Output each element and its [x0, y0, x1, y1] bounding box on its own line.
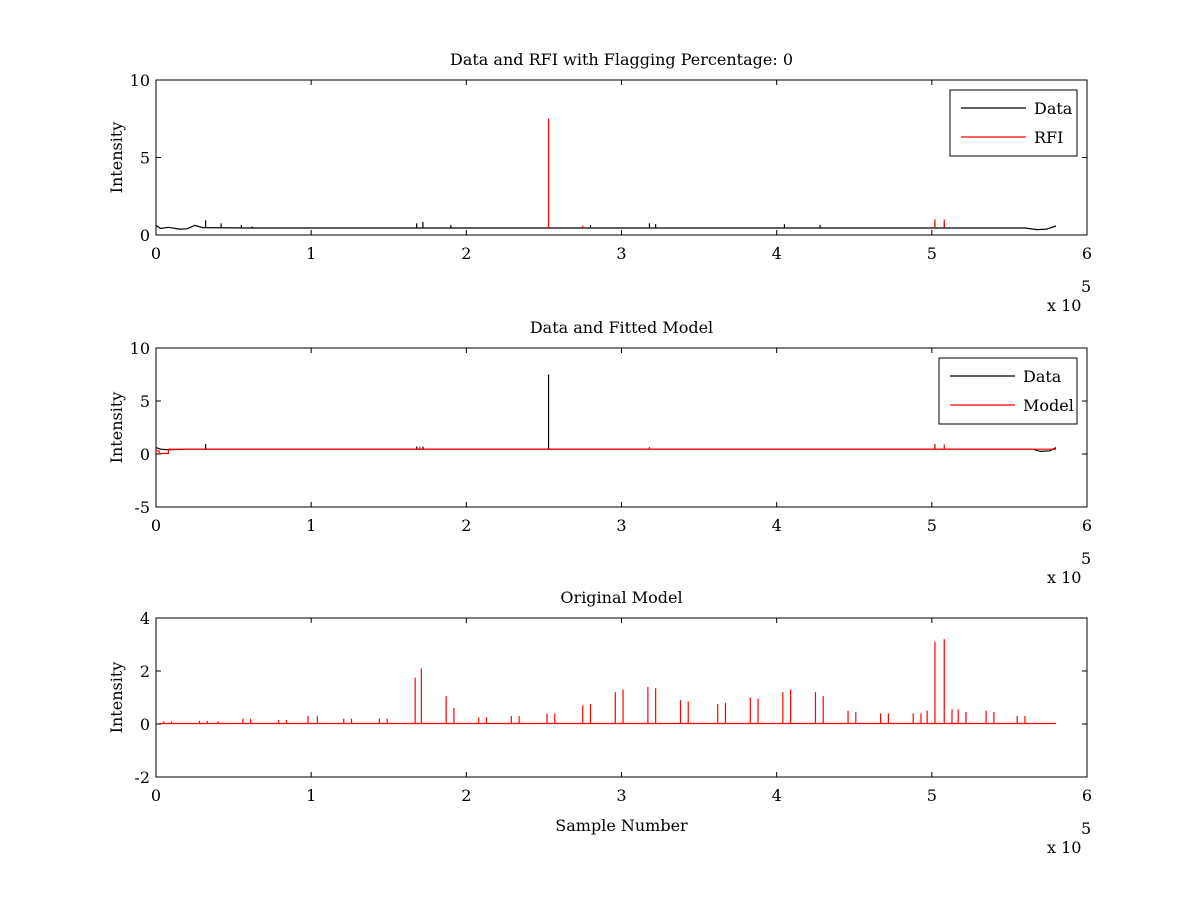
y-tick-label: 5	[140, 392, 150, 411]
x-tick-label: 0	[151, 244, 161, 263]
x-exponent-power: 5	[1081, 549, 1091, 568]
x-exponent-label: x 10	[1047, 296, 1081, 315]
series-1	[155, 220, 1057, 231]
x-exponent-label: x 10	[1047, 838, 1081, 857]
x-tick-label: 3	[616, 516, 626, 535]
series-1	[155, 374, 1057, 453]
legend: Data RFI	[949, 89, 1078, 157]
series-1	[159, 639, 1056, 725]
axes-box	[155, 79, 1088, 236]
y-axis-label: Intensity	[107, 662, 126, 734]
legend-label: Data	[1034, 99, 1073, 118]
legend-box	[949, 89, 1078, 157]
series-2	[156, 443, 1056, 455]
chart-title: Original Model	[560, 588, 682, 607]
series-line	[156, 448, 1056, 455]
y-axis-label: Intensity	[107, 122, 126, 194]
x-tick-label: 4	[772, 516, 782, 535]
axes-box	[155, 617, 1088, 778]
x-exponent-power: 5	[1081, 819, 1091, 838]
x-exponent-power: 5	[1081, 277, 1091, 296]
y-axis-label: Intensity	[107, 392, 126, 464]
x-tick-label: 5	[927, 786, 937, 805]
chart-title: Data and RFI with Flagging Percentage: 0	[450, 50, 793, 69]
legend: Data Model	[938, 357, 1078, 425]
y-tick-label: 0	[140, 445, 150, 464]
y-tick-label: 0	[140, 715, 150, 734]
y-tick-label: 2	[140, 662, 150, 681]
x-tick-label: 0	[151, 516, 161, 535]
x-tick-label: 1	[306, 244, 316, 263]
legend-label: RFI	[1034, 128, 1063, 147]
x-tick-label: 6	[1082, 786, 1092, 805]
x-tick-label: 5	[927, 244, 937, 263]
x-tick-label: 3	[616, 244, 626, 263]
x-tick-label: 6	[1082, 244, 1092, 263]
x-tick-label: 6	[1082, 516, 1092, 535]
subplot-1: 0 1 2 3 4 5 6 0 5 10 Data and RFI with Flagging Pe…	[107, 50, 1092, 315]
x-axis-label: Sample Number	[555, 816, 688, 835]
x-tick-label: 4	[772, 786, 782, 805]
x-tick-label: 1	[306, 516, 316, 535]
x-tick-label: 5	[927, 516, 937, 535]
y-tick-label: -2	[134, 768, 150, 787]
x-exponent-label: x 10	[1047, 568, 1081, 587]
y-tick-label: -5	[134, 498, 150, 517]
y-tick-label: 10	[130, 339, 150, 358]
x-tick-label: 3	[616, 786, 626, 805]
y-tick-label: 10	[130, 71, 150, 90]
legend-label: Model	[1023, 396, 1074, 415]
y-tick-label: 4	[140, 609, 150, 628]
legend-box	[938, 357, 1078, 425]
legend-label: Data	[1023, 367, 1062, 386]
x-tick-label: 2	[461, 244, 471, 263]
series-2	[547, 118, 945, 229]
x-tick-label: 2	[461, 786, 471, 805]
y-tick-label: 0	[140, 226, 150, 245]
x-tick-label: 1	[306, 786, 316, 805]
series-line	[155, 224, 1057, 231]
x-tick-label: 4	[772, 244, 782, 263]
chart-title: Data and Fitted Model	[530, 318, 713, 337]
x-tick-label: 0	[151, 786, 161, 805]
y-tick-label: 5	[140, 149, 150, 168]
x-tick-label: 2	[461, 516, 471, 535]
